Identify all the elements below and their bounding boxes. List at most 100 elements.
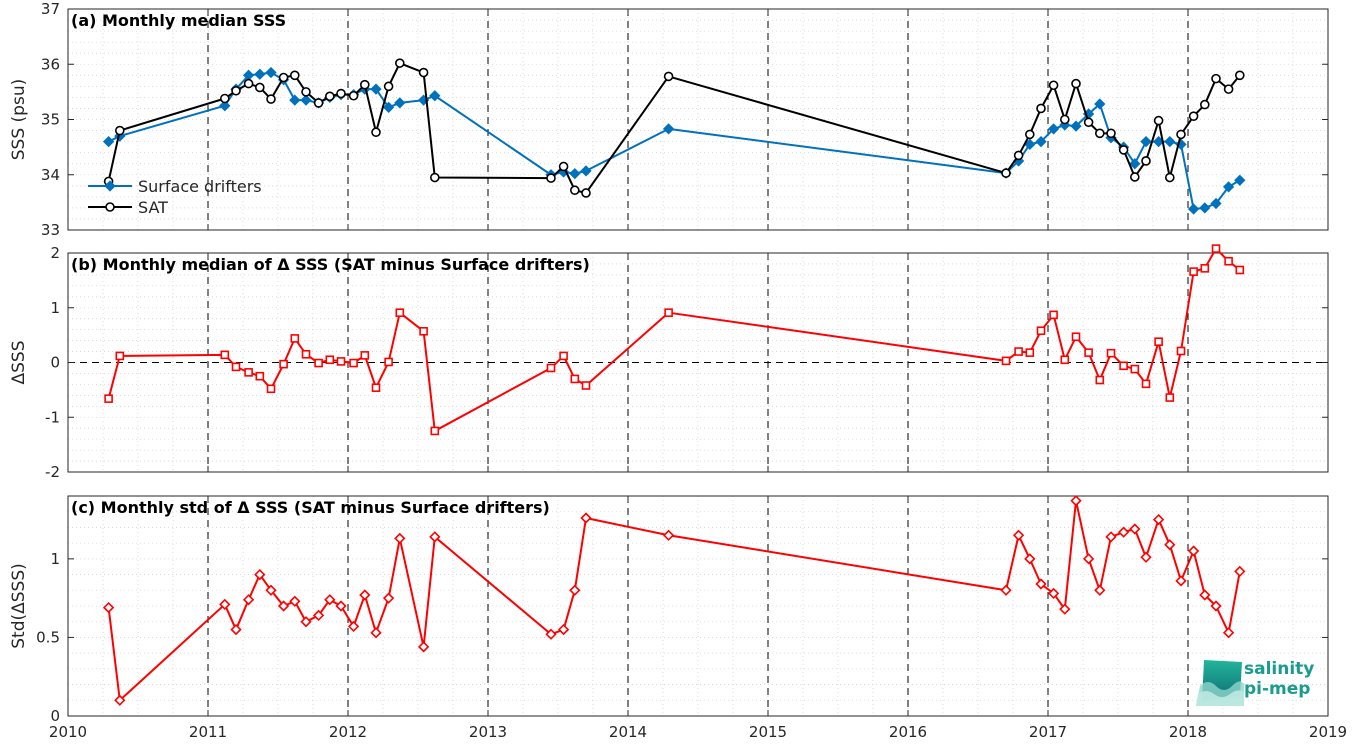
panel-a-series-1-point xyxy=(231,85,241,96)
x-tick-label-2015: 2015 xyxy=(749,723,787,741)
panel-a-series-1-point xyxy=(1001,168,1011,178)
panel-a-series-0-point xyxy=(1234,174,1246,186)
panel-b-series-0-point xyxy=(244,368,253,377)
panel-c-series-0-point xyxy=(1059,603,1071,615)
panel-b-series-0-point xyxy=(104,394,113,403)
panel-b-series-0-point xyxy=(546,363,556,373)
legend-marker-0 xyxy=(104,180,116,192)
panel-c-series-0-point xyxy=(1000,584,1012,596)
panel-a-series-1-point xyxy=(289,70,300,81)
panel-c-series-0-point xyxy=(417,641,430,653)
panel-c-series-0-point xyxy=(1140,551,1152,563)
panel-a-series-1-point xyxy=(1176,129,1186,140)
panel-a-series-0-point xyxy=(1164,135,1176,148)
panel-b-ylabel: ΔSSS xyxy=(9,340,29,384)
panel-c-series-0-point xyxy=(382,592,395,604)
panel-c-ylabel: Std(ΔSSS) xyxy=(9,563,29,649)
panel-b-series-0-point xyxy=(325,355,335,365)
panel-c-series-0-point xyxy=(242,594,255,606)
panel-a-series-1-point xyxy=(301,87,311,97)
panel-c-series-0-point xyxy=(289,595,301,607)
panel-a-series-1-point xyxy=(394,58,405,68)
panel-a-series-1-point xyxy=(1083,117,1094,128)
panel-c-axes-box xyxy=(67,495,1329,717)
panel-b-series-0-point xyxy=(1001,356,1011,366)
panel-a-series-1-point xyxy=(581,188,591,198)
salinity-pimep-logo: salinity pi-mep xyxy=(1196,656,1328,706)
panel-a-series-1-point xyxy=(1013,150,1024,161)
panel-c-y-tick-label: 1 xyxy=(50,550,60,568)
panel-c-series-0-point xyxy=(324,594,336,606)
panel-c-series-0-point xyxy=(254,568,266,581)
panel-a-series-1-point xyxy=(1141,156,1151,166)
panel-c-series-0-point xyxy=(102,601,115,614)
panel-a-series-1-point xyxy=(371,127,381,138)
panel-c-series-0-point xyxy=(569,584,581,596)
panel-c-series-0-point xyxy=(545,628,557,640)
panel-a-series-0-point xyxy=(1024,138,1036,150)
panel-c-series-0-point xyxy=(359,589,371,601)
panel-a-series-1-point xyxy=(546,173,556,183)
x-tick-label-2017: 2017 xyxy=(1029,723,1067,741)
panel-a-series-0-point xyxy=(254,68,266,80)
panel-b-series-0-point xyxy=(1014,347,1023,356)
panel-b-series-0-point xyxy=(1211,244,1221,253)
panel-c-series-0-point xyxy=(1117,526,1130,538)
panel-b-series-0-point xyxy=(559,351,568,361)
panel-a-title: (a) Monthly median SSS xyxy=(71,11,286,30)
panel-b-series-0-point xyxy=(255,371,265,381)
panel-c-series-0-point xyxy=(580,512,592,524)
panel-a-series-0-point xyxy=(289,94,301,106)
panel-a-series-1-point xyxy=(359,79,370,90)
logo-line2: pi-mep xyxy=(1244,679,1311,699)
panel-b-series-0-line xyxy=(107,247,1241,432)
panel-c-series-0-point xyxy=(1129,523,1141,535)
panel-b-series-0-point xyxy=(419,326,428,336)
panel-c-series-0-point xyxy=(1187,545,1200,557)
panel-c-series-0-point xyxy=(312,609,325,622)
panel-c-series-0-point xyxy=(277,600,290,612)
panel-b-series-0-point xyxy=(220,350,230,360)
panel-a-series-0-point xyxy=(219,100,231,112)
panel-b-series-0-point xyxy=(1165,393,1175,402)
panel-a-series-1-point xyxy=(1235,70,1245,81)
panel-c-y-tick-label: 0.5 xyxy=(36,628,60,646)
panel-a-series-1-point xyxy=(1048,80,1059,91)
panel-a-y-tick-label: 37 xyxy=(41,0,60,18)
panel-b-y-tick-label: 1 xyxy=(50,299,60,317)
panel-a-series-0-point xyxy=(429,90,441,102)
panel-a-series-0-point xyxy=(1187,203,1200,215)
panel-b-series-0-point xyxy=(1049,310,1058,320)
panel-a-series-0-point xyxy=(1210,197,1222,210)
panel-c-series-0-point xyxy=(1047,587,1060,600)
panel-a-series-0-point xyxy=(394,97,406,109)
panel-b-series-0-point xyxy=(349,358,358,368)
x-tick-label-2013: 2013 xyxy=(469,723,507,741)
panel-c-series-0-point xyxy=(230,623,242,636)
panel-b-series-0-point xyxy=(290,334,300,343)
panel-b-series-0-point xyxy=(1084,348,1093,357)
legend-marker-1 xyxy=(105,202,115,212)
panel-a-series-1-point xyxy=(663,71,674,82)
panel-a-series-1-point xyxy=(254,82,265,93)
panel-b-series-0-point xyxy=(395,308,405,317)
panel-b-series-0-point xyxy=(430,426,440,436)
panel-b-series-0-point xyxy=(1189,267,1198,276)
panel-b-series-0-point xyxy=(1154,337,1163,346)
panel-a-series-1-point xyxy=(1060,114,1070,125)
panel-b-series-0-point xyxy=(1200,264,1210,273)
panel-a-series-0-point xyxy=(300,94,312,106)
panel-a-y-tick-label: 33 xyxy=(41,221,60,239)
panel-b-y-tick-label: -1 xyxy=(45,408,60,426)
panel-a-series-1-point xyxy=(1223,84,1234,94)
panel-b-series-0-point xyxy=(384,357,393,367)
x-tick-label-2014: 2014 xyxy=(609,723,647,741)
panel-b-series-0-point xyxy=(336,357,346,366)
panel-a-series-1-point xyxy=(1153,115,1164,126)
panel-a-series-1-point xyxy=(324,91,335,102)
panel-a-series-1-point xyxy=(1188,111,1199,121)
panel-c-series-0-point xyxy=(114,694,126,706)
panel-a-series-0-point xyxy=(1140,135,1152,148)
panel-a-series-1-point xyxy=(383,81,394,92)
panel-a-series-0-point xyxy=(1129,158,1141,170)
